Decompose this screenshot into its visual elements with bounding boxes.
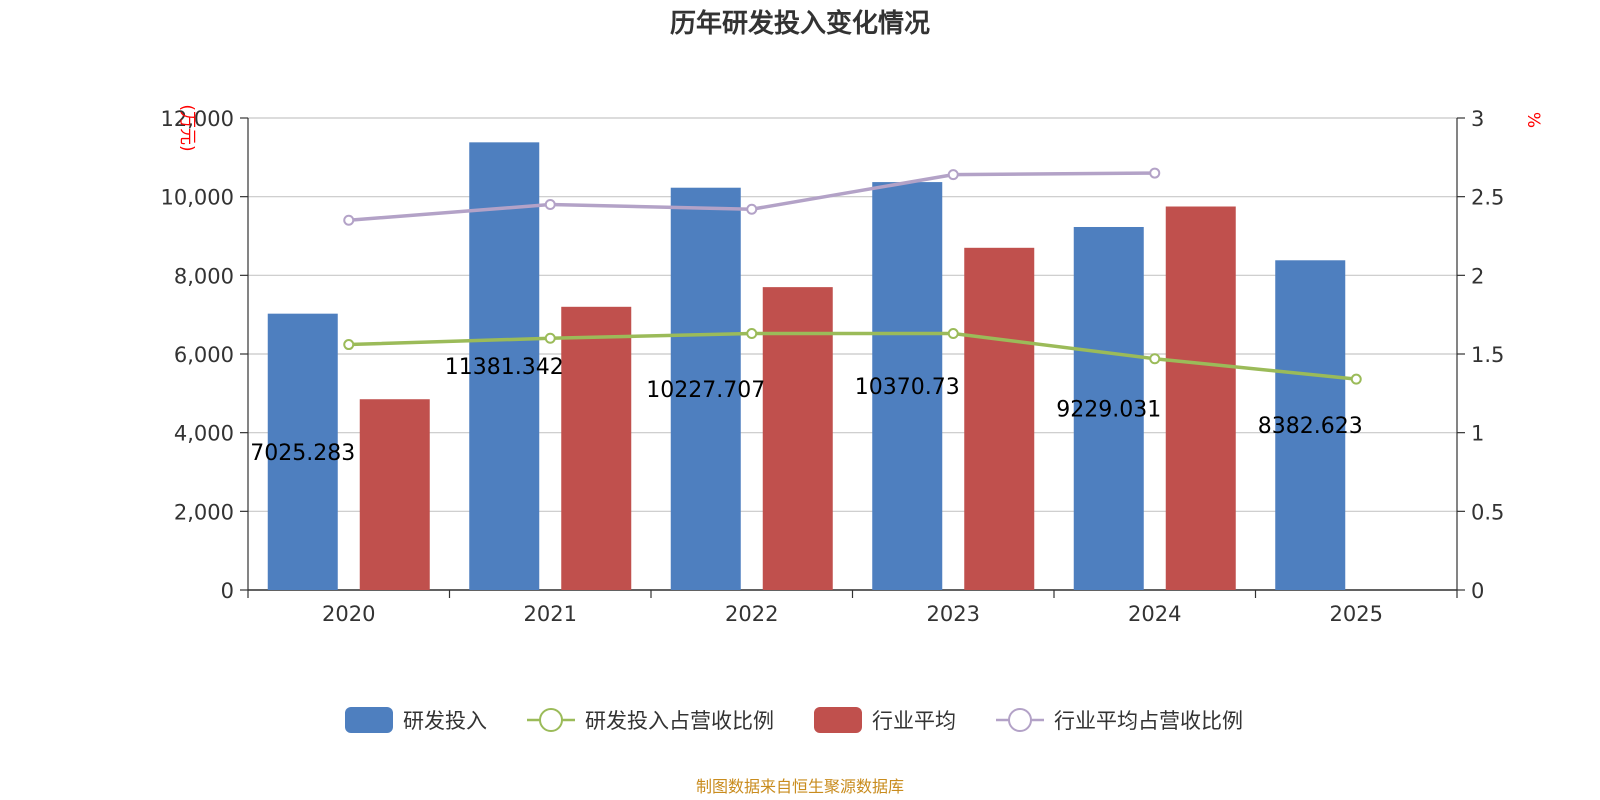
- data-labels: 7025.283 11381.342 10227.707 10370.73 9229.0…: [250, 355, 1362, 466]
- line-point: [947, 169, 959, 181]
- grid: [248, 117, 1457, 591]
- legend-label: 行业平均占营收比例: [1054, 709, 1243, 733]
- bar-rd-investment: [670, 187, 741, 590]
- legend-item[interactable]: 行业平均: [814, 707, 956, 733]
- line-point: [1149, 353, 1161, 365]
- legend-swatch-marker: [539, 708, 563, 732]
- x-tick-label: 2021: [524, 602, 577, 626]
- left-tick-label: 12,000: [161, 107, 234, 131]
- legend-item[interactable]: 行业平均占营收比例: [996, 708, 1243, 733]
- legend-swatch-bar: [814, 707, 862, 733]
- left-axis-unit: (万元): [177, 104, 197, 151]
- bar-rd-investment: [1275, 260, 1346, 590]
- bar-data-label: 7025.283: [250, 441, 355, 466]
- right-tick-label: 1.5: [1471, 343, 1504, 367]
- legend-swatch-bar: [345, 707, 393, 733]
- right-tick-label: 0.5: [1471, 500, 1504, 524]
- left-tick-label: 2,000: [174, 500, 234, 524]
- line-point: [1149, 167, 1161, 179]
- bar-industry-average: [359, 399, 430, 590]
- line-point: [343, 339, 355, 351]
- bar-industry-average: [964, 247, 1035, 591]
- right-axis-unit: %: [1523, 112, 1543, 128]
- left-tick-label: 0: [221, 579, 234, 603]
- line-point: [544, 199, 556, 211]
- bar-data-label: 10370.73: [855, 375, 960, 400]
- left-tick-label: 4,000: [174, 422, 234, 446]
- bar-data-label: 9229.031: [1056, 397, 1161, 422]
- line-point: [544, 332, 556, 344]
- legend-item[interactable]: 研发投入占营收比例: [527, 708, 774, 733]
- left-tick-label: 6,000: [174, 343, 234, 367]
- line-point: [947, 328, 959, 340]
- line-point: [343, 214, 355, 226]
- left-tick-label: 10,000: [161, 186, 234, 210]
- bar-data-label: 11381.342: [445, 355, 564, 380]
- line-point: [746, 203, 758, 215]
- x-tick-label: 2025: [1330, 602, 1383, 626]
- legend-label: 研发投入: [403, 709, 487, 733]
- legend-label: 行业平均: [872, 709, 956, 733]
- bar-industry-average: [1165, 206, 1236, 590]
- source-note: 制图数据来自恒生聚源数据库: [696, 777, 904, 796]
- right-tick-label: 2: [1471, 264, 1484, 288]
- bar-rd-investment: [1073, 226, 1144, 590]
- legend-swatch-marker: [1008, 708, 1032, 732]
- left-tick-label: 8,000: [174, 264, 234, 288]
- right-tick-label: 3: [1471, 107, 1484, 131]
- legend[interactable]: 研发投入 研发投入占营收比例 行业平均 行业平均占营收比例: [345, 707, 1243, 733]
- bar-rd-investment: [267, 313, 338, 590]
- axes: 0 2,000 4,000 6,000 8,000 10,000 12,000 0 0.5 1 1.…: [161, 104, 1543, 626]
- bar-rd-investment: [469, 142, 540, 591]
- bars: [267, 142, 1346, 591]
- line-point: [1350, 373, 1362, 385]
- line-point: [746, 328, 758, 340]
- bar-industry-average: [762, 287, 833, 590]
- bar-data-label: 10227.707: [646, 378, 765, 403]
- series-line-rd-ratio: [348, 331, 1357, 381]
- right-tick-label: 0: [1471, 579, 1484, 603]
- bar-data-label: 8382.623: [1258, 414, 1363, 439]
- x-tick-label: 2023: [927, 602, 980, 626]
- chart-title: 历年研发投入变化情况: [670, 8, 930, 39]
- x-tick-label: 2022: [725, 602, 778, 626]
- x-tick-label: 2024: [1128, 602, 1181, 626]
- right-tick-label: 1: [1471, 422, 1484, 446]
- x-tick-label: 2020: [322, 602, 375, 626]
- bar-rd-investment: [872, 182, 943, 590]
- right-tick-label: 2.5: [1471, 186, 1504, 210]
- legend-label: 研发投入占营收比例: [585, 709, 774, 733]
- bar-industry-average: [561, 306, 632, 590]
- lines: [343, 167, 1362, 385]
- legend-item[interactable]: 研发投入: [345, 707, 487, 733]
